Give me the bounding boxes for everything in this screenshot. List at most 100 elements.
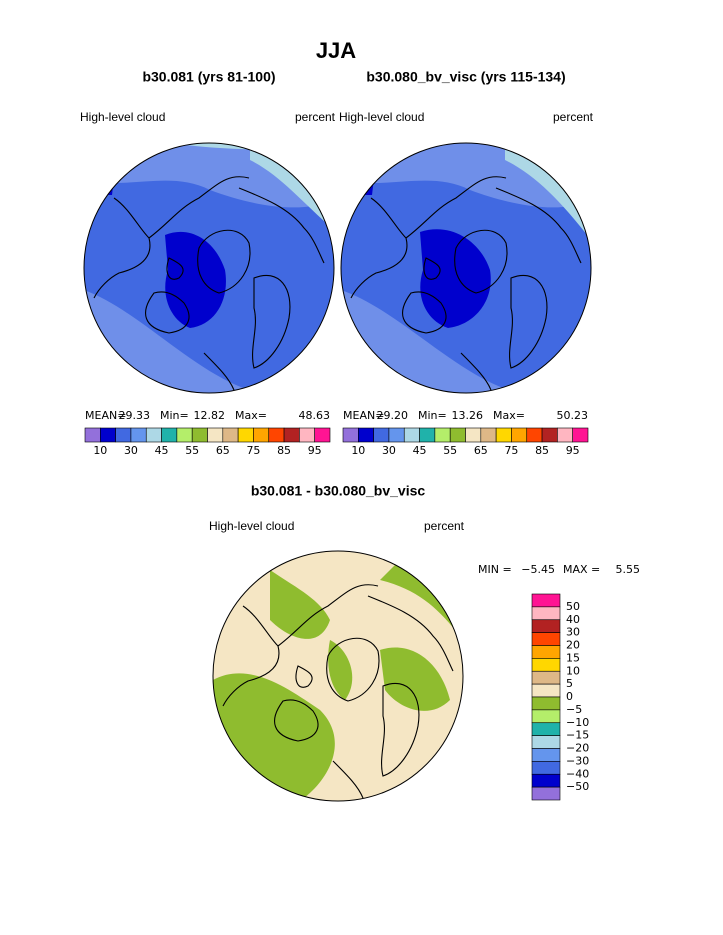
stat-value: 29.33 [119,409,151,422]
colorbar-label: 50 [566,600,580,613]
colorbar-box [449,427,466,443]
colorbar-box [176,427,193,443]
colorbar-label: −40 [566,767,589,780]
colorbar-box [531,722,561,736]
colorbar-box [572,427,589,443]
stat-label: Min= [418,409,447,422]
colorbar-label: 5 [566,677,573,690]
colorbar-label: −30 [566,754,589,767]
stat-value: 48.63 [299,409,331,422]
variable-label: High-level cloud [339,110,424,124]
colorbar-label: 65 [216,444,230,457]
colorbar-box [434,427,451,443]
colorbar-box [388,427,405,443]
colorbar-label: 65 [474,444,488,457]
colorbar-label: 40 [566,613,580,626]
colorbar-box [526,427,543,443]
map [84,143,334,393]
colorbar-box [84,427,101,443]
colorbar-box [511,427,528,443]
map [213,551,463,801]
colorbar-box [495,427,512,443]
colorbar-box [531,670,561,685]
colorbar-label: 15 [566,651,580,664]
stat-value: 50.23 [557,409,589,422]
stat-label: Max= [493,409,525,422]
colorbar-label: −50 [566,780,589,793]
stat-label: MEAN= [85,409,126,422]
variable-label: High-level cloud [209,519,294,533]
colorbar-box [191,427,208,443]
colorbar-box [100,427,116,443]
colorbar-box [115,427,132,443]
stat-label: MEAN= [343,409,384,422]
colorbar-label: 45 [155,444,169,457]
colorbar-box [531,683,561,698]
colorbar-label: 10 [351,444,365,457]
stat-label: Min= [160,409,189,422]
panel-title: b30.081 - b30.080_bv_visc [251,483,426,499]
colorbar-box [531,619,561,633]
stat-value: 29.20 [377,409,409,422]
stat-value: −5.45 [521,563,555,576]
colorbar-label: 45 [413,444,427,457]
colorbar-box [480,427,497,443]
colorbar-label: −20 [566,742,589,755]
colorbar-box [237,427,254,443]
colorbar-label: 0 [566,690,573,703]
stat-value: 13.26 [452,409,484,422]
colorbar-box [531,645,561,659]
colorbar-box [531,696,561,711]
colorbar-box [358,427,374,443]
colorbar-box [531,786,561,801]
colorbar-box [130,427,147,443]
stat-label: Max= [235,409,267,422]
colorbar-box [465,427,482,443]
colorbar-label: 10 [566,664,580,677]
colorbar-label: 10 [93,444,107,457]
stat-label: MAX = [563,563,600,576]
colorbar-label: 20 [566,639,580,652]
colorbar-label: 55 [185,444,199,457]
colorbar-box [531,709,561,724]
colorbar-box [161,427,178,443]
colorbar-label: 55 [443,444,457,457]
page-title: JJA [316,38,356,63]
colorbar-box [373,427,390,443]
colorbar-box [145,427,162,443]
colorbar-label: 30 [566,626,580,639]
colorbar-box [531,761,561,775]
colorbar-box [531,593,561,608]
units-label: percent [295,110,336,124]
colorbar-box [342,427,359,443]
colorbar-box [531,773,561,788]
units-label: percent [424,519,465,533]
colorbar-box [253,427,270,443]
colorbar-box [268,427,285,443]
colorbar-label: 30 [124,444,138,457]
map-border [340,142,592,394]
colorbar-box [557,427,573,443]
variable-label: High-level cloud [80,110,165,124]
colorbar-box [531,748,561,762]
colorbar-label: −5 [566,703,582,716]
panel-title: b30.081 (yrs 81-100) [142,69,275,85]
stat-label: MIN = [478,563,512,576]
colorbar-box [531,658,561,672]
colorbar-box [531,735,561,749]
colorbar-box [541,427,558,443]
stat-value: 5.55 [616,563,641,576]
stat-value: 12.82 [194,409,226,422]
colorbar-box [419,427,436,443]
colorbar-box [403,427,420,443]
colorbar-label: 95 [308,444,322,457]
colorbar-label: 95 [566,444,580,457]
units-label: percent [553,110,594,124]
map [341,143,591,393]
colorbar-label: 30 [382,444,396,457]
colorbar-box [283,427,300,443]
map-border [83,142,335,394]
colorbar-box [299,427,315,443]
colorbar-label: −10 [566,716,589,729]
